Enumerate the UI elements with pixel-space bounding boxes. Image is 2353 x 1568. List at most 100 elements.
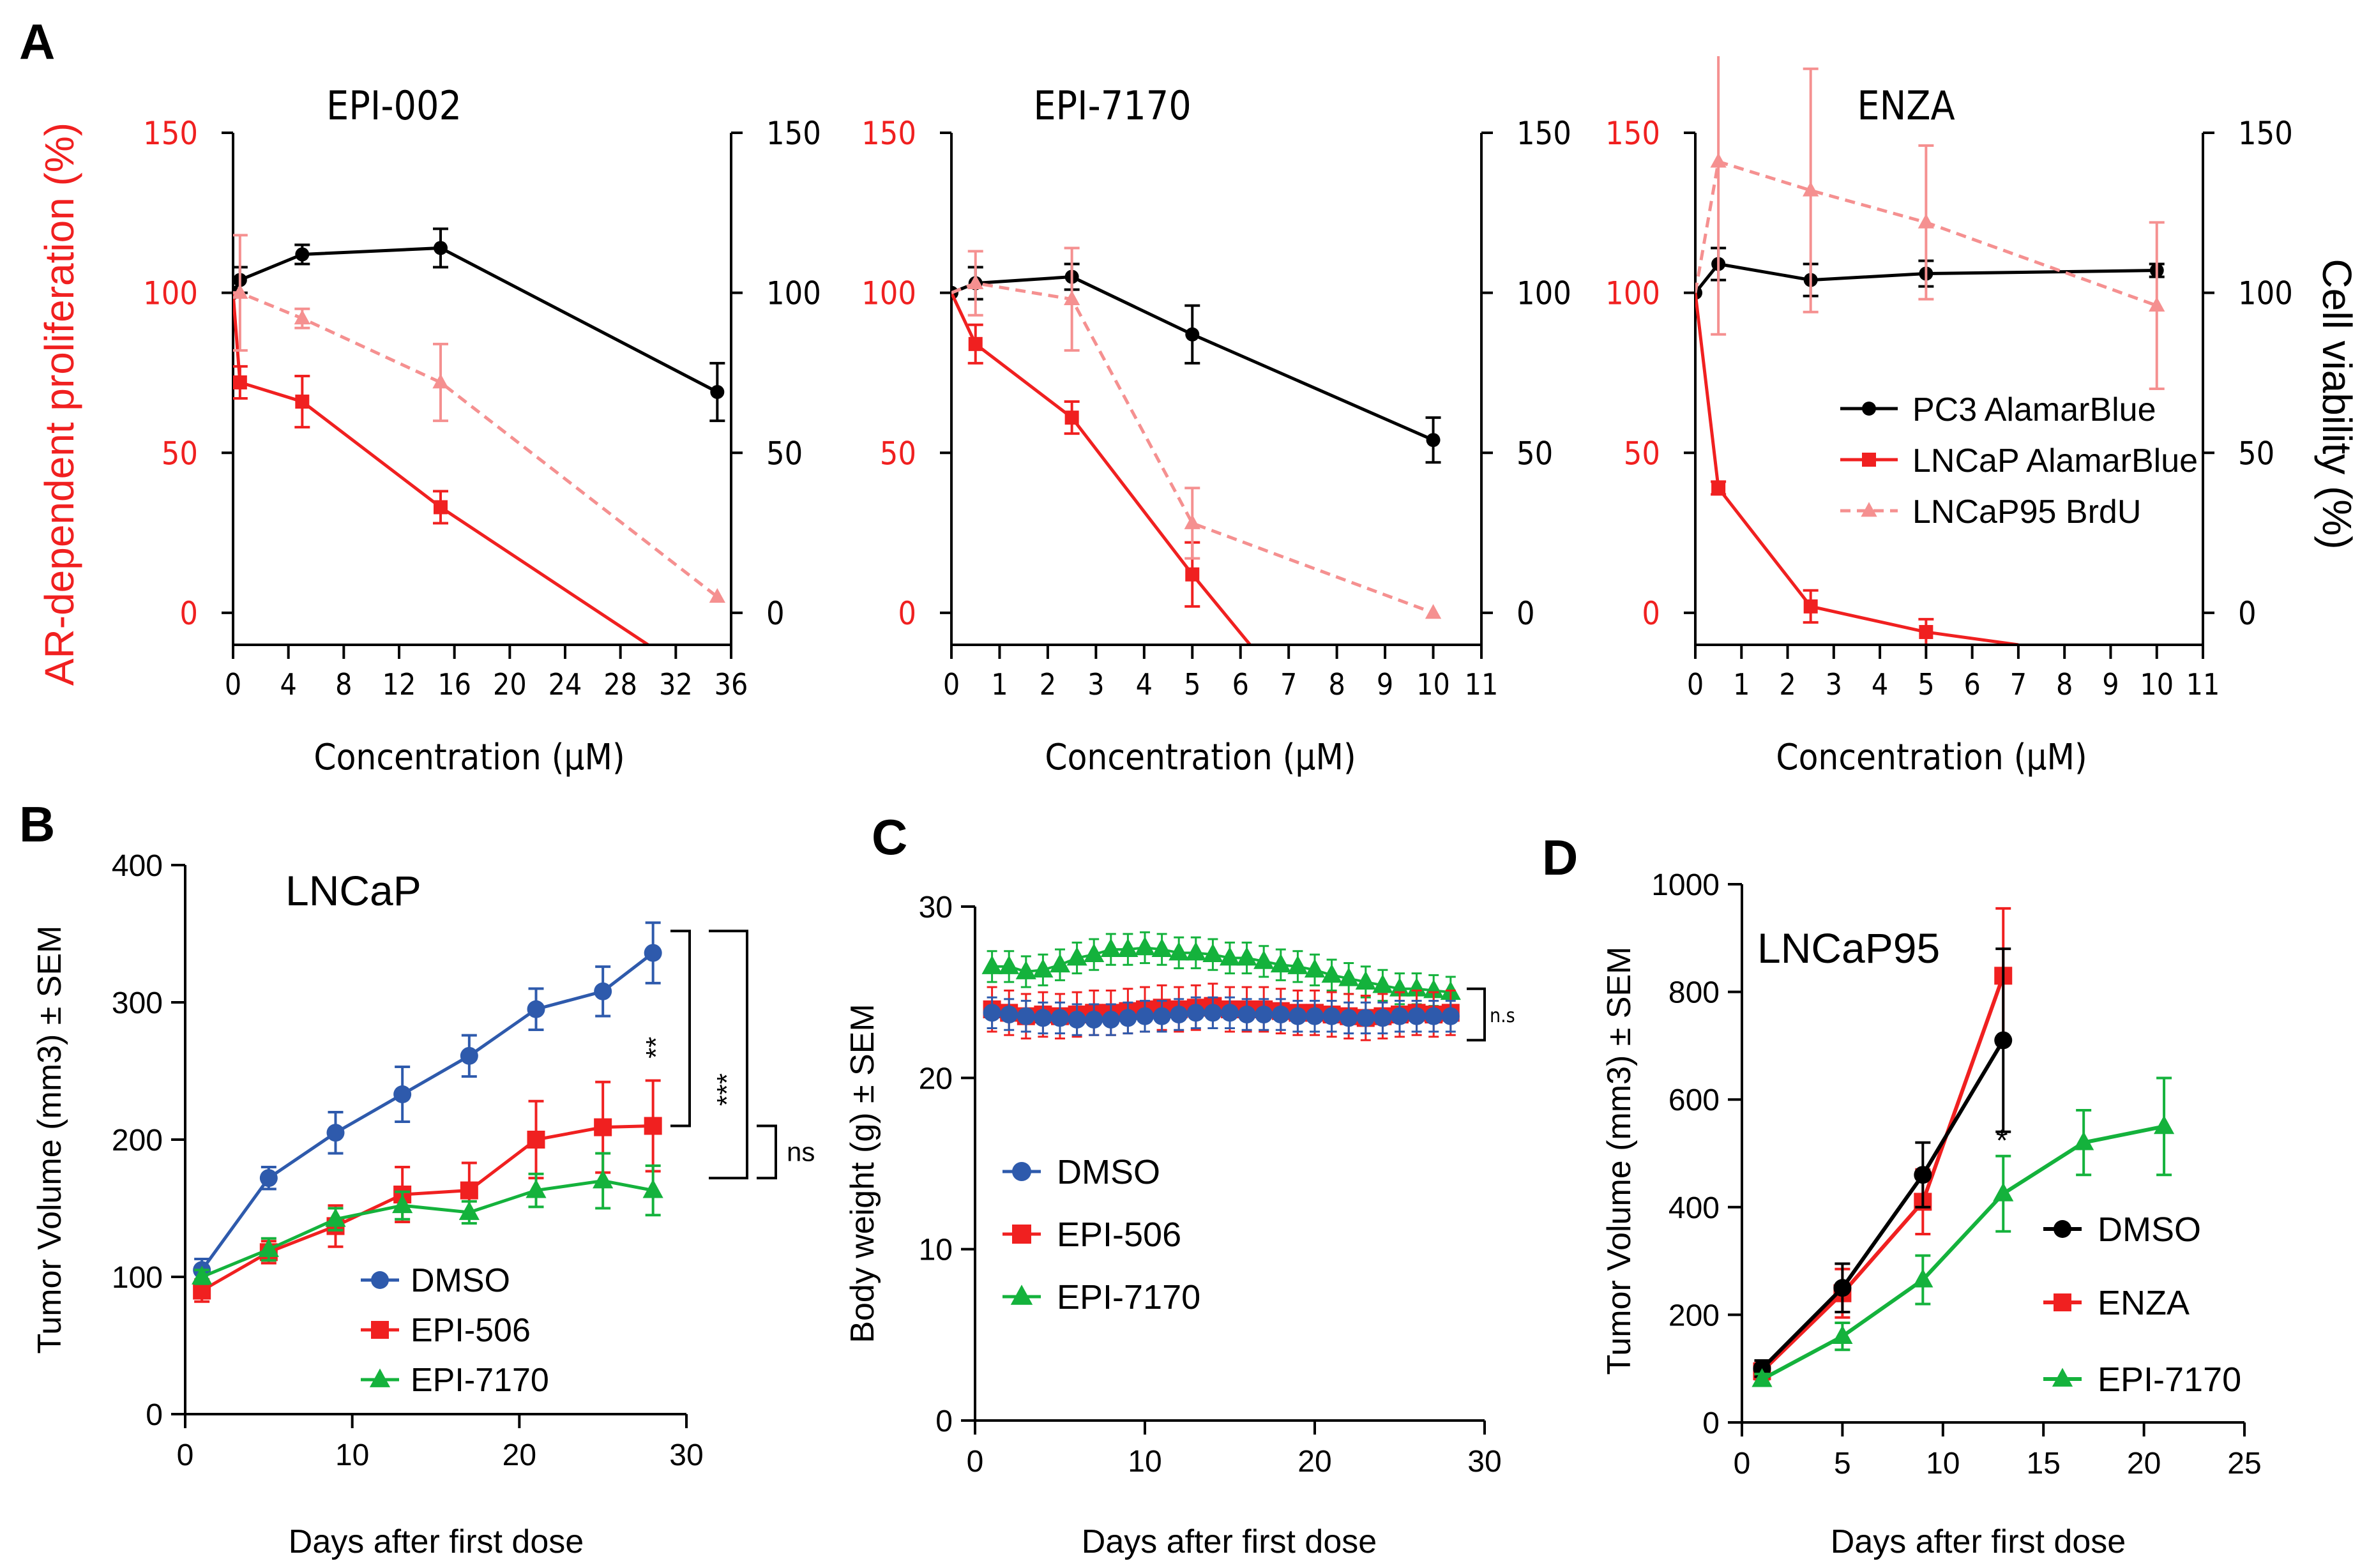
data-point [1425, 1007, 1443, 1025]
x-tick-label: 6 [1963, 667, 1980, 702]
legend-label: EPI-506 [411, 1312, 531, 1349]
x-tick-label: 8 [335, 667, 352, 702]
data-point [1289, 1007, 1307, 1025]
y-tick-label-left: 50 [162, 435, 198, 472]
y-tick-label-right: 0 [766, 595, 785, 632]
data-point [1136, 1007, 1154, 1025]
x-tick-label: 20 [503, 1438, 536, 1472]
x-tick-label: 24 [549, 667, 582, 702]
data-point [258, 1238, 279, 1257]
data-point [1372, 974, 1393, 993]
data-point [1255, 1006, 1273, 1024]
data-point [1185, 941, 1206, 961]
chart-title: EPI-002 [326, 82, 462, 129]
data-point [1064, 411, 1079, 425]
y-tick-label-left: 50 [1624, 435, 1660, 472]
series-line-enza [1760, 975, 2006, 1373]
data-point [1270, 953, 1291, 973]
y-tick-label-left: 150 [861, 115, 916, 152]
data-point [1084, 943, 1105, 963]
x-tick-label: 11 [1465, 667, 1499, 702]
y-tick-label-right: 150 [1517, 115, 1571, 152]
data-point [2073, 1131, 2094, 1150]
x-tick-label: 4 [280, 667, 297, 702]
data-point [295, 247, 310, 262]
x-tick-label: 7 [2010, 667, 2027, 702]
data-point [1085, 1011, 1103, 1029]
data-point [1033, 958, 1054, 978]
data-point [1919, 624, 1933, 639]
data-point [1063, 290, 1080, 305]
y-tick-label-left: 50 [880, 435, 916, 472]
x-tick-label: 2 [1779, 667, 1796, 702]
data-point [1912, 1269, 1933, 1288]
x-tick-label: 4 [1872, 667, 1888, 702]
chart-title: ENZA [1857, 82, 1955, 129]
y-tick-label-left: 150 [143, 115, 198, 152]
data-point [1049, 953, 1071, 973]
x-tick-label: 28 [603, 667, 637, 702]
data-point [233, 283, 248, 299]
data-point [1236, 947, 1257, 966]
x-axis-label: Days after first dose [1082, 1523, 1377, 1560]
y-tick-label-left: 0 [898, 595, 916, 632]
y-axis-label-left: AR-dependent proliferation (%) [36, 123, 82, 686]
y-tick-label-left: 100 [143, 275, 198, 312]
data-point [1994, 1031, 2013, 1050]
legend-marker [1012, 1225, 1031, 1244]
y-tick-label-right: 0 [2238, 595, 2257, 632]
data-point [1134, 936, 1156, 956]
data-point [393, 1085, 412, 1104]
data-point [325, 1208, 346, 1227]
data-point [1237, 1006, 1256, 1024]
data-point [295, 395, 310, 409]
x-tick-label: 3 [1826, 667, 1842, 702]
x-tick-label: 0 [225, 667, 241, 702]
bracket-ns [1467, 987, 1486, 1042]
x-tick-label: 1 [991, 667, 1008, 702]
series-line-dmso [200, 951, 654, 1271]
y-tick-label-left: 100 [861, 275, 916, 312]
data-point [1204, 1004, 1222, 1022]
legend-label: LNCaP AlamarBlue [1912, 442, 2198, 479]
significance-star: * [1996, 1124, 2008, 1157]
y-tick-label: 0 [1702, 1406, 1720, 1440]
data-point [1441, 1007, 1460, 1025]
y-tick-label: 0 [935, 1405, 953, 1438]
data-point [1051, 1009, 1069, 1027]
x-axis-label: Concentration (μM) [1045, 737, 1356, 778]
data-point [594, 982, 612, 1000]
data-point [983, 1004, 1001, 1022]
data-point [1321, 963, 1342, 983]
x-axis-label: Days after first dose [1831, 1523, 2126, 1560]
x-tick-label: 30 [669, 1438, 703, 1472]
legend-label: DMSO [411, 1262, 510, 1299]
legend-marker [1010, 1285, 1033, 1305]
legend-marker [1861, 502, 1877, 517]
series-line-epi-7170 [992, 946, 1451, 994]
data-point [1304, 958, 1326, 978]
y-tick-label: 100 [112, 1261, 163, 1295]
x-tick-label: 15 [2027, 1447, 2061, 1481]
y-tick-label-right: 50 [766, 435, 803, 472]
data-point [526, 1179, 547, 1198]
data-point [644, 944, 662, 962]
x-tick-label: 0 [943, 667, 960, 702]
data-point [1306, 1007, 1324, 1025]
legend-label: ENZA [2098, 1284, 2190, 1322]
data-point [1151, 938, 1172, 957]
data-point [1425, 604, 1442, 619]
data-point [527, 1131, 545, 1149]
x-tick-label: 6 [1232, 667, 1249, 702]
data-point [593, 1170, 614, 1189]
legend-label: EPI-7170 [2098, 1361, 2241, 1399]
legend-label: EPI-7170 [1057, 1278, 1200, 1316]
y-tick-label-left: 0 [1642, 595, 1660, 632]
series-line-epi-506 [200, 1124, 653, 1292]
y-tick-label: 20 [919, 1062, 953, 1096]
series-line-lncap95-brdu [1695, 159, 2158, 308]
plot-area: 0 10 20 30 0 10 20 30 DMSO EPI-506 EPI-7170 n.s [919, 891, 1515, 1479]
x-tick-label: 20 [1298, 1445, 1331, 1479]
plot-area: 0 100 200 300 400 0 10 20 30 DMSO EPI-506 EPI-7170 *… [112, 849, 815, 1472]
